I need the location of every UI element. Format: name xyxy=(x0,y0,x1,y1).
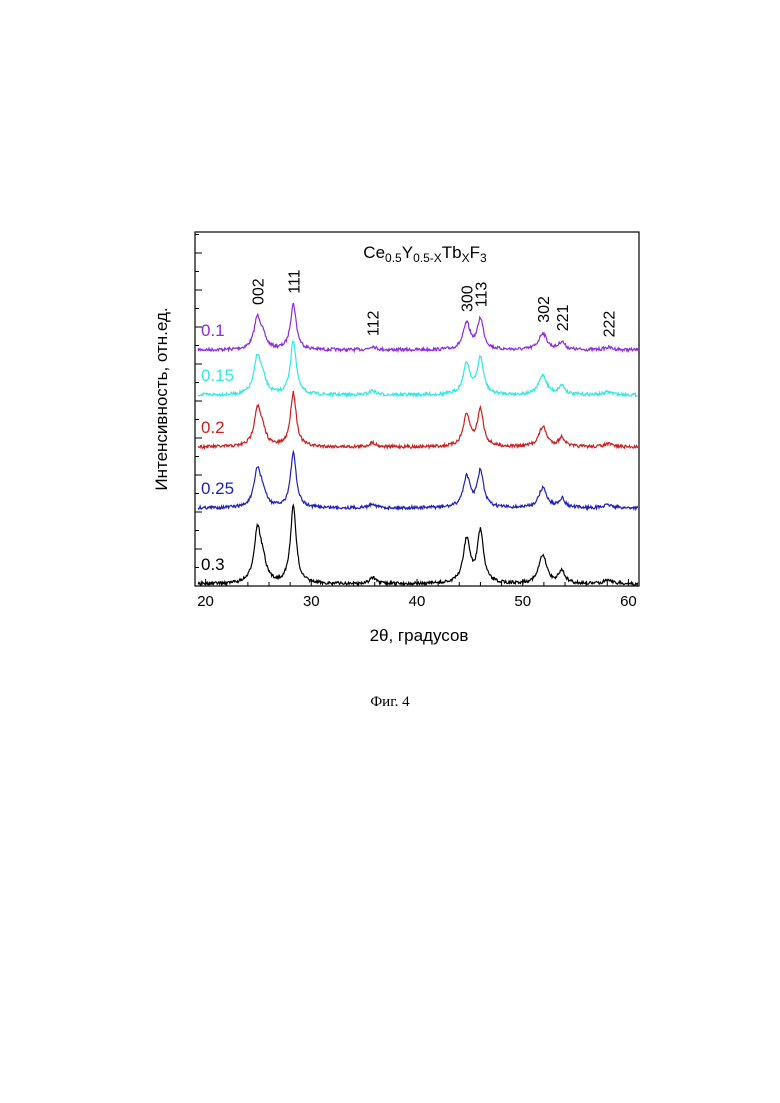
peak-label: 221 xyxy=(555,305,572,332)
peak-label: 302 xyxy=(536,296,553,323)
chart-title-part: Tb xyxy=(442,243,462,262)
series-layer: 0.1 0.15 0.2 0.25 0.3 xyxy=(198,303,638,585)
series-label: 0.25 xyxy=(201,479,234,498)
x-tick-label: 50 xyxy=(514,593,531,610)
chart-title-part: Y xyxy=(402,243,413,262)
peak-label: 222 xyxy=(601,311,618,338)
series-label: 0.15 xyxy=(201,366,234,385)
chart-title-part: 0.5-X xyxy=(413,251,442,265)
series-label: 0.1 xyxy=(201,321,225,340)
x-tick-label: 40 xyxy=(409,593,426,610)
x-tick-label: 20 xyxy=(197,593,214,610)
series-line-0_25 xyxy=(198,452,638,510)
chart-title-part: 0.5 xyxy=(385,251,402,265)
series-label: 0.3 xyxy=(201,555,225,574)
peak-label: 113 xyxy=(473,282,490,308)
chart-title-part: 3 xyxy=(480,251,487,265)
peak-label: 111 xyxy=(286,269,303,293)
x-tick-label: 30 xyxy=(303,593,320,610)
figure-caption: Фиг. 4 xyxy=(0,694,780,711)
x-tick-label: 60 xyxy=(620,593,637,610)
peak-label: 112 xyxy=(366,310,383,336)
series-line-0_2 xyxy=(198,391,638,448)
x-axis-title: 2θ, градусов xyxy=(370,626,469,645)
peak-labels: 002111112300113302221222 xyxy=(250,269,618,337)
y-axis-title: Интенсивность, отн.ед. xyxy=(152,307,171,490)
chart-title-part: F xyxy=(470,243,480,262)
series-label: 0.2 xyxy=(201,418,225,437)
peak-label: 002 xyxy=(250,278,267,305)
series-line-0_3 xyxy=(198,505,638,585)
chart-title-part: Ce xyxy=(363,243,385,262)
chart-title-part: X xyxy=(462,251,470,265)
chart-title: Ce0.5Y0.5-XTbXF3 xyxy=(363,243,487,265)
